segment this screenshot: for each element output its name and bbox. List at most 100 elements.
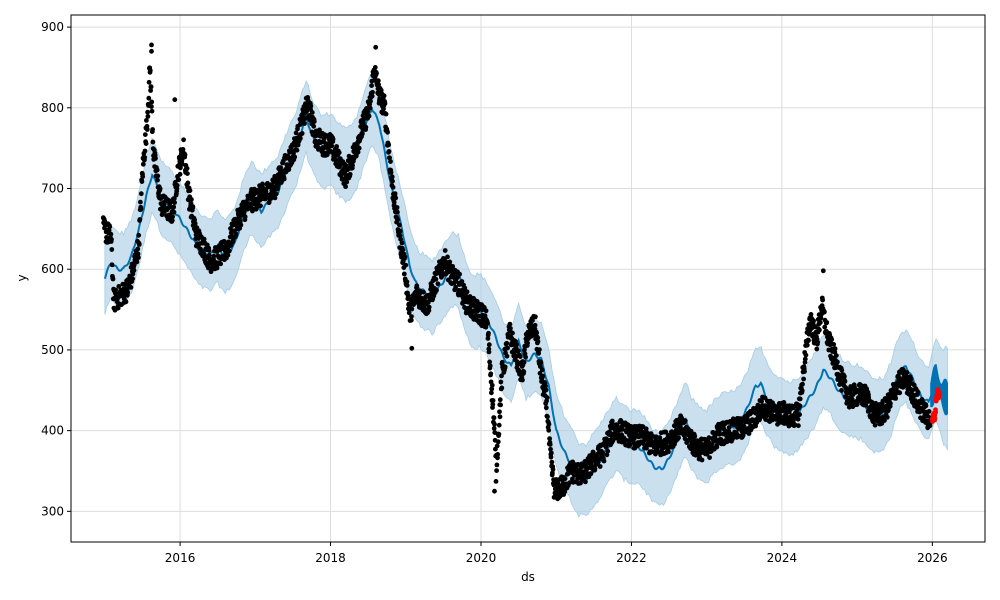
observed-point xyxy=(781,400,787,405)
observed-point xyxy=(692,433,698,439)
observed-point xyxy=(402,254,408,260)
observed-point xyxy=(190,204,196,210)
y-tick-label: 600 xyxy=(41,262,64,276)
observed-point xyxy=(136,232,142,238)
observed-point xyxy=(214,265,220,271)
observed-point xyxy=(487,363,493,369)
observed-point xyxy=(546,421,552,427)
observed-point xyxy=(726,425,732,430)
observed-point xyxy=(445,254,450,260)
observed-point xyxy=(923,403,929,409)
observed-point xyxy=(797,396,803,402)
observed-point xyxy=(266,199,272,205)
observed-point xyxy=(493,479,499,484)
observed-point xyxy=(540,373,546,379)
observed-point xyxy=(824,320,830,325)
observed-point xyxy=(397,222,402,228)
observed-point xyxy=(123,299,129,305)
observed-point xyxy=(498,379,504,385)
x-tick-label: 2026 xyxy=(917,551,948,565)
observed-point xyxy=(872,422,878,428)
observed-point xyxy=(366,113,372,119)
observed-point xyxy=(882,418,887,423)
observed-point xyxy=(483,308,489,314)
observed-point xyxy=(453,284,458,290)
observed-point xyxy=(174,183,180,188)
observed-point xyxy=(926,409,932,414)
observed-point xyxy=(192,221,198,226)
observed-point xyxy=(820,268,826,274)
observed-point xyxy=(177,171,183,177)
observed-point xyxy=(539,367,545,373)
observed-point xyxy=(150,139,156,145)
observed-point xyxy=(367,105,373,111)
observed-point xyxy=(521,369,527,375)
observed-point xyxy=(817,320,823,325)
observed-point xyxy=(488,371,494,377)
observed-point xyxy=(464,289,470,295)
observed-point xyxy=(329,143,335,149)
observed-point xyxy=(523,354,528,360)
observed-point xyxy=(131,268,137,273)
observed-point xyxy=(908,376,914,382)
observed-point xyxy=(298,136,303,141)
observed-point xyxy=(491,415,497,421)
observed-point xyxy=(153,156,158,161)
x-tick-label: 2018 xyxy=(315,551,346,565)
observed-point xyxy=(148,84,154,90)
observed-point xyxy=(149,42,154,48)
observed-point xyxy=(147,68,153,73)
plot-area xyxy=(70,14,986,543)
observed-point xyxy=(465,299,471,305)
y-tick-label: 900 xyxy=(41,20,64,34)
observed-point xyxy=(842,374,847,379)
observed-point xyxy=(627,442,633,448)
observed-point xyxy=(157,186,163,192)
x-axis-label: ds xyxy=(521,570,535,584)
observed-point xyxy=(504,353,510,359)
observed-point xyxy=(189,197,194,202)
observed-point xyxy=(389,174,395,180)
observed-point xyxy=(414,283,420,289)
observed-point xyxy=(115,305,121,311)
observed-point xyxy=(457,271,462,277)
observed-point xyxy=(450,264,456,269)
observed-point xyxy=(543,387,549,393)
observed-point xyxy=(496,422,502,428)
observed-point xyxy=(385,129,390,135)
actual-future-point xyxy=(932,416,938,421)
actual-future-points-layer xyxy=(929,387,942,424)
observed-point xyxy=(242,214,248,220)
observed-point xyxy=(592,466,598,472)
observed-point xyxy=(187,188,193,194)
observed-point xyxy=(392,191,398,197)
observed-point xyxy=(546,427,552,433)
observed-point xyxy=(499,373,504,379)
observed-point xyxy=(138,199,143,205)
y-tick-label: 700 xyxy=(41,182,64,196)
observed-point xyxy=(487,359,492,365)
observed-point xyxy=(211,253,217,259)
y-axis: 300 400 500 600 700 800 900 xyxy=(41,20,71,518)
observed-point xyxy=(548,446,553,452)
observed-point xyxy=(382,101,388,106)
observed-point xyxy=(109,237,114,242)
y-tick-label: 400 xyxy=(41,424,64,438)
observed-point xyxy=(409,314,414,319)
observed-point xyxy=(839,367,845,373)
observed-point xyxy=(182,152,188,158)
observed-point xyxy=(400,247,406,253)
observed-point xyxy=(135,251,141,257)
observed-point xyxy=(802,356,808,362)
observed-point xyxy=(130,271,136,277)
observed-point xyxy=(609,418,615,424)
observed-point xyxy=(146,95,152,101)
observed-point xyxy=(138,191,144,197)
observed-point xyxy=(835,359,840,365)
observed-point xyxy=(797,403,803,409)
observed-point xyxy=(517,354,523,359)
observed-point xyxy=(486,349,492,355)
observed-point xyxy=(759,398,764,404)
observed-point xyxy=(347,171,353,177)
observed-point xyxy=(390,178,395,184)
